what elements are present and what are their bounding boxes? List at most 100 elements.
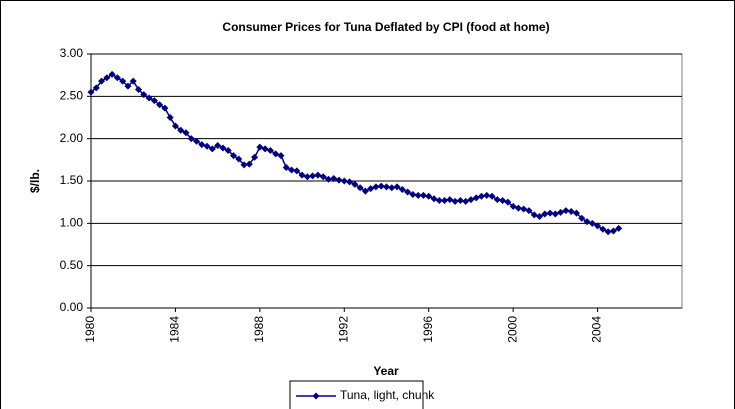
data-point (451, 197, 459, 205)
y-tick-label: 1.50 (60, 173, 84, 187)
data-point (256, 143, 264, 151)
data-point (346, 178, 354, 186)
legend (289, 380, 424, 409)
data-point (583, 218, 591, 226)
data-point (572, 209, 580, 217)
data-point (425, 192, 433, 200)
x-tick-label: 1992 (336, 316, 350, 343)
y-tick-label: 0.00 (60, 300, 84, 314)
data-point (235, 155, 243, 163)
data-point (599, 225, 607, 233)
chart-title: Consumer Prices for Tuna Deflated by CPI… (222, 20, 549, 34)
data-point (467, 196, 475, 204)
data-point (266, 147, 274, 155)
data-point (298, 171, 306, 179)
data-point (398, 185, 406, 193)
x-tick-label: 1980 (83, 316, 97, 343)
data-point (245, 160, 253, 168)
data-point (351, 180, 359, 188)
data-point (477, 192, 485, 200)
data-point (383, 183, 390, 191)
data-point (193, 137, 201, 145)
data-point (129, 77, 137, 85)
data-point (356, 184, 364, 192)
data-point (578, 214, 586, 222)
data-point (551, 210, 559, 218)
data-point (229, 152, 237, 160)
data-point (214, 141, 222, 149)
data-point (171, 122, 179, 130)
data-point (594, 222, 602, 230)
data-point (372, 183, 380, 191)
y-axis-label: $/lb. (28, 169, 42, 193)
data-point (388, 184, 396, 192)
data-point (198, 141, 206, 149)
data-point (103, 74, 111, 82)
data-point (324, 175, 332, 183)
data-point (303, 173, 311, 181)
data-point (134, 86, 142, 94)
data-point (525, 207, 533, 215)
data-point (504, 198, 512, 206)
data-point (377, 182, 385, 190)
data-point (488, 192, 496, 200)
data-point (330, 174, 338, 182)
y-tick-label: 1.00 (60, 216, 84, 230)
data-point (177, 126, 185, 134)
data-point (546, 209, 554, 217)
data-point (609, 227, 617, 235)
data-point (456, 196, 464, 204)
data-point (124, 82, 132, 90)
data-point (472, 194, 480, 202)
data-point (530, 211, 538, 219)
data-point (409, 191, 417, 199)
data-point (240, 161, 248, 169)
data-point (441, 196, 449, 204)
y-tick-label: 0.50 (60, 258, 84, 272)
data-point (367, 185, 375, 193)
data-point (393, 183, 401, 191)
x-tick-label: 1996 (421, 316, 435, 343)
data-point (293, 167, 301, 175)
data-point (514, 204, 522, 212)
data-point (156, 101, 164, 109)
data-point (182, 129, 190, 137)
data-point (251, 153, 259, 161)
data-point (414, 191, 422, 199)
y-tick-label: 2.00 (60, 131, 84, 145)
data-point (140, 91, 148, 99)
data-point (562, 207, 570, 215)
data-point (567, 207, 575, 215)
x-axis-label: Year (373, 364, 399, 378)
x-tick-label: 2000 (505, 316, 519, 343)
data-point (335, 176, 343, 184)
data-point (277, 152, 285, 160)
data-point (419, 191, 427, 199)
data-point (446, 196, 454, 204)
data-point (288, 166, 296, 174)
data-point (203, 142, 211, 150)
y-tick-label: 2.50 (60, 89, 84, 103)
data-point (499, 196, 507, 204)
data-point (588, 219, 596, 227)
data-point (493, 196, 501, 204)
data-point (557, 208, 565, 216)
data-point (108, 70, 116, 78)
y-tick-label: 3.00 (60, 46, 84, 60)
data-point (541, 210, 549, 218)
data-point (404, 188, 412, 196)
legend-marker (312, 392, 320, 400)
data-point (282, 163, 290, 171)
data-point (314, 171, 322, 179)
data-point (272, 150, 280, 158)
data-point (361, 187, 369, 195)
data-point (113, 74, 121, 82)
data-point (119, 77, 127, 85)
data-point (536, 213, 544, 221)
legend-label: Tuna, light, chunk (340, 388, 435, 402)
data-point (340, 177, 348, 185)
data-point (604, 228, 612, 236)
data-point (150, 97, 158, 105)
data-point (509, 202, 517, 210)
data-point (145, 94, 153, 102)
